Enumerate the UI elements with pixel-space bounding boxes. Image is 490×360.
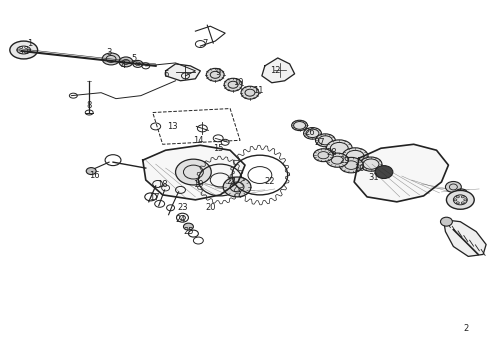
Text: 23: 23	[177, 203, 188, 212]
Ellipse shape	[241, 86, 259, 99]
Ellipse shape	[119, 57, 133, 67]
Ellipse shape	[224, 78, 242, 91]
Text: 11: 11	[253, 86, 263, 95]
Text: 12: 12	[270, 66, 281, 75]
Text: 16: 16	[89, 171, 99, 180]
Text: 30: 30	[354, 163, 365, 172]
Text: 2: 2	[464, 324, 469, 333]
Ellipse shape	[223, 177, 251, 197]
Ellipse shape	[375, 166, 393, 179]
Text: 28: 28	[326, 148, 337, 157]
Text: 4: 4	[121, 62, 125, 71]
Text: 24: 24	[175, 215, 186, 224]
Ellipse shape	[10, 41, 38, 59]
Text: 22: 22	[265, 177, 275, 186]
Ellipse shape	[342, 148, 368, 165]
Ellipse shape	[326, 140, 352, 157]
Text: 3: 3	[106, 49, 112, 58]
Ellipse shape	[326, 153, 348, 167]
Ellipse shape	[86, 168, 96, 175]
Text: 31: 31	[368, 172, 379, 181]
Ellipse shape	[446, 190, 474, 209]
Text: 9: 9	[216, 68, 221, 77]
Text: 17: 17	[149, 193, 160, 202]
Ellipse shape	[314, 149, 333, 162]
Text: 7: 7	[203, 39, 208, 48]
Text: 1: 1	[27, 39, 32, 48]
Text: 27: 27	[314, 138, 325, 147]
Ellipse shape	[316, 134, 335, 147]
Text: 21: 21	[227, 177, 237, 186]
Text: 18: 18	[157, 180, 168, 189]
Text: 6: 6	[163, 70, 168, 79]
Ellipse shape	[441, 217, 452, 226]
Text: 19: 19	[193, 180, 204, 189]
Text: 26: 26	[304, 128, 315, 137]
Text: 29: 29	[339, 156, 349, 165]
Text: 8: 8	[87, 101, 92, 110]
Ellipse shape	[206, 68, 224, 81]
Polygon shape	[262, 58, 294, 83]
Text: 5: 5	[131, 54, 137, 63]
Text: 25: 25	[183, 227, 194, 236]
Text: 15: 15	[213, 144, 223, 153]
Polygon shape	[354, 144, 448, 202]
Text: 20: 20	[205, 203, 216, 212]
Text: 13: 13	[167, 122, 178, 131]
Ellipse shape	[183, 223, 194, 230]
Ellipse shape	[339, 157, 363, 173]
Polygon shape	[143, 145, 245, 200]
Ellipse shape	[303, 127, 321, 139]
Text: 10: 10	[233, 78, 244, 87]
Ellipse shape	[102, 53, 120, 65]
Ellipse shape	[175, 159, 211, 185]
Polygon shape	[166, 64, 200, 81]
Ellipse shape	[292, 120, 308, 131]
Ellipse shape	[445, 181, 461, 192]
Ellipse shape	[360, 157, 382, 171]
Polygon shape	[443, 220, 486, 256]
Text: 14: 14	[193, 136, 204, 145]
